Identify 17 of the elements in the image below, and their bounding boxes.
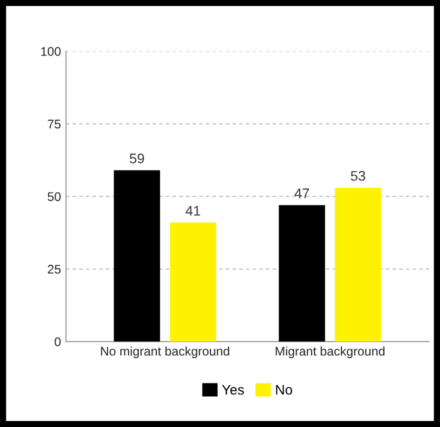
bar bbox=[114, 170, 160, 342]
legend-label: No bbox=[276, 384, 292, 395]
data-label: 41 bbox=[186, 206, 200, 216]
legend-label: Yes bbox=[222, 384, 244, 395]
bar bbox=[334, 188, 382, 342]
y-tick-label: 100 bbox=[41, 47, 61, 56]
data-label: 59 bbox=[130, 154, 144, 164]
bar bbox=[170, 222, 216, 342]
y-tick-label: 25 bbox=[48, 264, 61, 274]
y-tick-label: 0 bbox=[54, 337, 61, 346]
bar bbox=[278, 205, 326, 342]
x-tick-label: No migrant background bbox=[101, 346, 230, 358]
y-tick-label: 75 bbox=[48, 120, 61, 128]
y-tick-label: 50 bbox=[48, 192, 61, 202]
data-label: 47 bbox=[294, 188, 309, 198]
x-tick-label: Migrant background bbox=[276, 346, 384, 358]
data-label: 53 bbox=[350, 170, 366, 181]
